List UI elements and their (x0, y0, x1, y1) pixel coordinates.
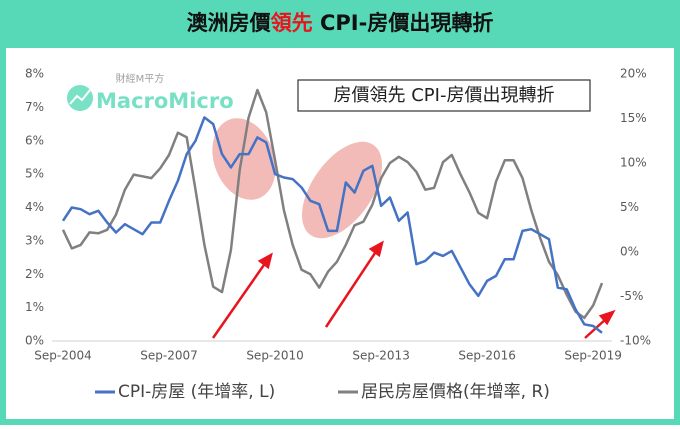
y2-tick-label: 5% (620, 200, 639, 214)
legend-label: CPI-房屋 (年增率, L) (118, 382, 275, 402)
y2-tick-label: -10% (620, 334, 651, 348)
x-tick-label: Sep-2010 (246, 349, 304, 363)
y2-tick-label: 0% (620, 245, 639, 259)
chart-title: 澳洲房價領先 CPI-房價出現轉折 (187, 11, 494, 35)
y-tick-label: 5% (25, 167, 44, 181)
series-line (61, 116, 603, 334)
x-tick-label: Sep-2019 (564, 349, 622, 363)
y-tick-label: 7% (25, 100, 44, 114)
logo-icon (69, 89, 91, 105)
y-tick-label: 2% (25, 267, 44, 281)
y-tick-label: 4% (25, 200, 44, 214)
title-part: CPI-房價出現轉折 (313, 11, 494, 35)
x-tick-label: Sep-2013 (352, 349, 410, 363)
y-tick-label: 1% (25, 300, 44, 314)
y-tick-label: 0% (25, 334, 44, 348)
y2-tick-label: 20% (620, 67, 647, 81)
y2-tick-label: -5% (620, 289, 643, 303)
x-tick-label: Sep-2004 (34, 349, 92, 363)
title-part: 澳洲房價 (187, 11, 272, 35)
x-tick-label: Sep-2007 (140, 349, 198, 363)
legend-label: 居民房屋價格(年增率, R) (361, 382, 550, 402)
y-tick-label: 3% (25, 233, 44, 247)
y2-tick-label: 10% (620, 156, 647, 170)
logo-cn: 財經M平方 (116, 72, 165, 85)
series-line (61, 88, 604, 320)
y-tick-label: 6% (25, 133, 44, 147)
logo-en: MacroMicro (96, 89, 234, 113)
arrows (211, 240, 616, 339)
y2-tick-label: 15% (620, 111, 647, 125)
y-tick-label: 8% (25, 67, 44, 81)
annotation-box (297, 79, 591, 112)
annotation: 房價領先 CPI-房價出現轉折 (334, 85, 555, 106)
x-tick-label: Sep-2016 (458, 349, 516, 363)
title-highlight: 領先 (271, 11, 313, 35)
